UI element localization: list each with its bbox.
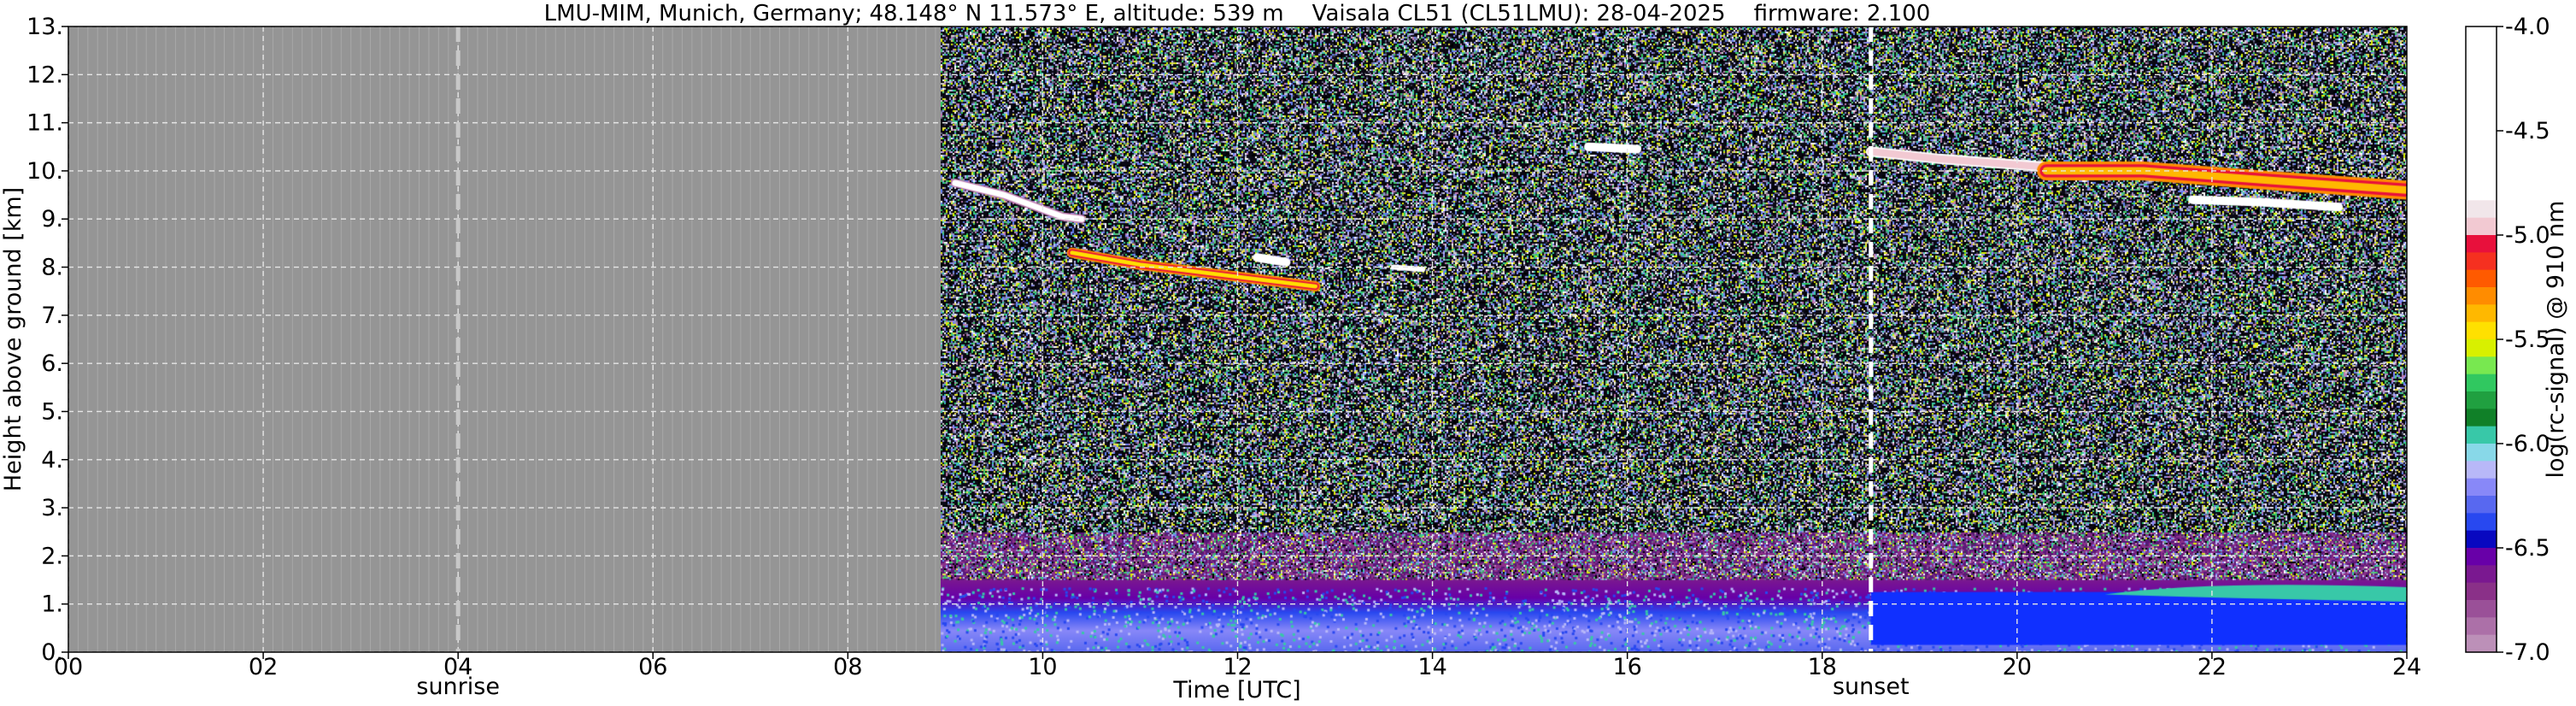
- colorbar-label: log(rc-signal) @ 910 nm: [2543, 201, 2569, 479]
- x-tick-label: 24: [2392, 654, 2421, 680]
- colorbar-segment: [2466, 600, 2497, 618]
- chart-title: LMU-MIM, Munich, Germany; 48.148° N 11.5…: [544, 1, 1931, 26]
- x-tick-label: 12: [1223, 654, 1252, 680]
- sun-marker-labels: sunrise sunset: [416, 674, 1909, 700]
- colorbar-segment: [2466, 200, 2497, 219]
- x-tick-label: 10: [1028, 654, 1057, 680]
- x-tick-label: 06: [638, 654, 667, 680]
- colorbar-tick-label: -5.5: [2505, 327, 2550, 353]
- x-tick-label: 22: [2198, 654, 2227, 680]
- y-tick-label: 13.: [26, 14, 63, 40]
- y-tick-label: 7.: [41, 303, 63, 329]
- colorbar-tick-label: -6.5: [2505, 535, 2550, 562]
- colorbar-segment: [2466, 235, 2497, 253]
- colorbar-segment: [2466, 391, 2497, 409]
- colorbar-tick-label: -7.0: [2505, 639, 2550, 666]
- y-axis: 0. 1. 2. 3. 4. 5. 6. 7. 8. 9. 10. 11. 12. 13.: [26, 14, 68, 666]
- colorbar-segment: [2466, 61, 2497, 79]
- colorbar-tick-label: -6.0: [2505, 431, 2550, 457]
- x-tick-label: 18: [1808, 654, 1837, 680]
- x-tick-label: 00: [54, 654, 83, 680]
- backscatter-heatmap: [941, 26, 2407, 652]
- y-tick-label: 6.: [41, 350, 63, 377]
- y-tick-label: 4.: [41, 447, 63, 474]
- x-axis: 00 02 04 06 08 10 12 14 16 18 20 22 24: [54, 652, 2421, 680]
- y-tick-label: 11.: [26, 110, 63, 137]
- colorbar-segment: [2466, 79, 2497, 97]
- colorbar-segment: [2466, 165, 2497, 184]
- colorbar-segment: [2466, 374, 2497, 392]
- colorbar-segment: [2466, 513, 2497, 532]
- y-tick-label: 9.: [41, 206, 63, 232]
- colorbar-segment: [2466, 356, 2497, 375]
- y-tick-label: 3.: [41, 495, 63, 521]
- colorbar-segment: [2466, 96, 2497, 115]
- colorbar: -4.0 -4.5 -5.0 -5.5 -6.0 -6.5 -7.0: [2465, 14, 2550, 666]
- colorbar-segment: [2466, 548, 2497, 566]
- x-tick-label: 08: [833, 654, 862, 680]
- colorbar-segment: [2466, 183, 2497, 201]
- y-tick-label: 5.: [41, 398, 63, 425]
- colorbar-segment: [2466, 565, 2497, 584]
- colorbar-segment: [2466, 304, 2497, 323]
- y-axis-label: Height above ground [km]: [0, 187, 26, 491]
- colorbar-segment: [2466, 269, 2497, 288]
- colorbar-segment: [2466, 582, 2497, 601]
- backscatter-image: [941, 26, 2407, 652]
- colorbar-segment: [2466, 44, 2497, 62]
- plot-area: [68, 26, 2407, 652]
- colorbar-segment: [2466, 530, 2497, 549]
- sunrise-label: sunrise: [416, 674, 500, 700]
- colorbar-segment: [2466, 217, 2497, 236]
- colorbar-segment: [2466, 634, 2497, 653]
- x-tick-label: 16: [1612, 654, 1641, 680]
- colorbar-segment: [2466, 426, 2497, 444]
- colorbar-segment: [2466, 409, 2497, 427]
- y-tick-label: 2.: [41, 543, 63, 569]
- x-tick-label: 14: [1417, 654, 1446, 680]
- y-tick-label: 8.: [41, 255, 63, 281]
- colorbar-segment: [2466, 617, 2497, 636]
- x-tick-label: 02: [249, 654, 278, 680]
- colorbar-segment: [2466, 339, 2497, 357]
- colorbar-segment: [2466, 444, 2497, 462]
- colorbar-tick-label: -4.0: [2505, 14, 2550, 40]
- colorbar-segment: [2466, 113, 2497, 132]
- y-tick-label: 12.: [26, 62, 63, 88]
- colorbar-segment: [2466, 148, 2497, 167]
- y-tick-label: 0.: [41, 639, 63, 666]
- x-tick-label: 20: [2003, 654, 2032, 680]
- colorbar-tick-label: -5.0: [2505, 222, 2550, 249]
- colorbar-segment: [2466, 26, 2497, 44]
- x-tick-label: 04: [443, 654, 472, 680]
- colorbar-segment: [2466, 321, 2497, 340]
- sun-markers: [455, 26, 1874, 652]
- y-tick-label: 1.: [41, 591, 63, 618]
- y-tick-label: 10.: [26, 158, 63, 185]
- colorbar-segment: [2466, 252, 2497, 271]
- sunset-label: sunset: [1833, 674, 1910, 700]
- x-axis-label: Time [UTC]: [1172, 677, 1300, 703]
- colorbar-segment: [2466, 131, 2497, 149]
- colorbar-segment: [2466, 461, 2497, 479]
- colorbar-tick-label: -4.5: [2505, 118, 2550, 144]
- colorbar-segment: [2466, 496, 2497, 514]
- colorbar-segment: [2466, 478, 2497, 497]
- colorbar-segment: [2466, 287, 2497, 305]
